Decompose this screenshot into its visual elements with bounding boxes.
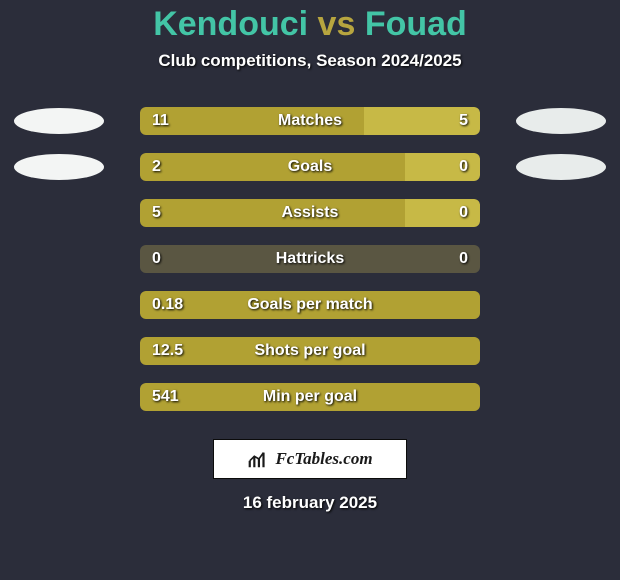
stat-row: 0.18Goals per match <box>0 287 620 333</box>
stats-rows: 115Matches20Goals50Assists00Hattricks0.1… <box>0 103 620 425</box>
player1-ellipse-icon <box>14 108 104 134</box>
stat-row: 12.5Shots per goal <box>0 333 620 379</box>
stat-row: 50Assists <box>0 195 620 241</box>
stat-label: Matches <box>140 107 480 135</box>
comparison-card: Kendouci vs Fouad Club competitions, Sea… <box>0 0 620 580</box>
stat-label: Hattricks <box>140 245 480 273</box>
stat-label: Min per goal <box>140 383 480 411</box>
title: Kendouci vs Fouad <box>0 0 620 43</box>
stat-label: Assists <box>140 199 480 227</box>
stat-row: 00Hattricks <box>0 241 620 287</box>
bars-icon <box>247 448 269 470</box>
stat-label: Goals <box>140 153 480 181</box>
date: 16 february 2025 <box>0 493 620 513</box>
stat-row: 20Goals <box>0 149 620 195</box>
site-badge[interactable]: FcTables.com <box>213 439 407 479</box>
title-vs: vs <box>318 5 356 43</box>
title-player1: Kendouci <box>153 5 308 43</box>
player1-ellipse-icon <box>14 154 104 180</box>
stat-label: Shots per goal <box>140 337 480 365</box>
subtitle: Club competitions, Season 2024/2025 <box>0 51 620 71</box>
site-badge-text: FcTables.com <box>275 449 372 469</box>
title-player2: Fouad <box>365 5 467 43</box>
stat-row: 541Min per goal <box>0 379 620 425</box>
player2-ellipse-icon <box>516 154 606 180</box>
stat-row: 115Matches <box>0 103 620 149</box>
player2-ellipse-icon <box>516 108 606 134</box>
stat-label: Goals per match <box>140 291 480 319</box>
